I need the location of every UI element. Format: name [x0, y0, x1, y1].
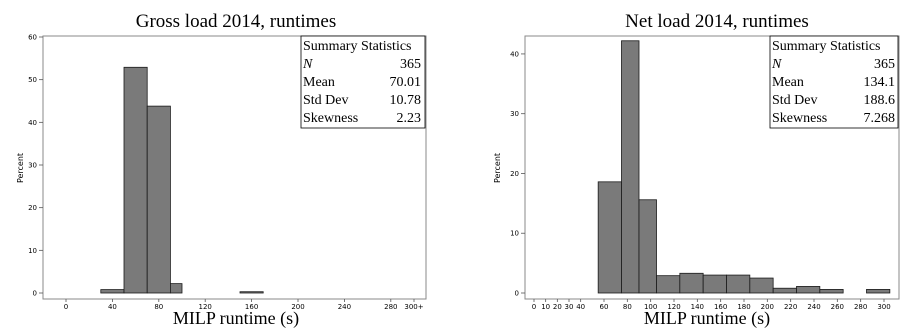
x-tick-label: 40 — [576, 303, 585, 311]
summary-statistics-table: Summary Statistics N 365 Mean 70.01 Std … — [300, 35, 426, 129]
chart-net-load: Net load 2014, runtimes Percent MILP run… — [493, 11, 900, 329]
x-tick-label: 220 — [784, 303, 797, 311]
stats-label-mean: Mean — [772, 75, 804, 90]
plot-frame — [42, 35, 427, 300]
y-tick-label: 30 — [28, 162, 37, 170]
y-tick-label: 0 — [515, 290, 519, 298]
x-tick-label: 160 — [245, 303, 258, 311]
chart-gross-load: Gross load 2014, runtimes Percent MILP r… — [16, 11, 427, 329]
y-tick-label: 40 — [510, 50, 519, 58]
x-tick-label: 20 — [553, 303, 562, 311]
stats-label-mean: Mean — [303, 75, 335, 90]
stats-label-stddev: Std Dev — [772, 93, 818, 108]
x-tick-label: 0 — [64, 303, 68, 311]
stats-label-skewness: Skewness — [303, 111, 358, 126]
y-tick-label: 30 — [510, 110, 519, 118]
x-tick-label: 160 — [714, 303, 727, 311]
x-tick-label: 240 — [338, 303, 351, 311]
y-tick-label: 40 — [28, 119, 37, 127]
stats-value-n: 365 — [400, 57, 421, 72]
bars — [597, 40, 891, 294]
bars — [100, 66, 264, 294]
y-tick-label: 20 — [28, 204, 37, 212]
histogram-bar — [146, 105, 171, 294]
stats-box — [300, 35, 426, 129]
x-tick-label: 120 — [667, 303, 680, 311]
histogram-bar — [796, 286, 821, 294]
stats-box — [769, 35, 899, 129]
summary-statistics-table: Summary Statistics N 365 Mean 134.1 Std … — [769, 35, 899, 129]
x-tick-label: 140 — [691, 303, 704, 311]
histogram-bar — [679, 272, 704, 294]
chart-title: Net load 2014, runtimes — [625, 11, 809, 32]
histogram-bar — [702, 274, 727, 294]
histogram-bar — [656, 275, 681, 294]
stats-label-skewness: Skewness — [772, 111, 827, 126]
x-tick-label: 280 — [384, 303, 397, 311]
stats-heading: Summary Statistics — [772, 39, 881, 54]
x-tick-label: 40 — [108, 303, 117, 311]
y-tick-label: 10 — [510, 230, 519, 238]
x-tick-label: 180 — [737, 303, 750, 311]
y-axis-label: Percent — [493, 153, 502, 183]
x-tick-label: 260 — [831, 303, 844, 311]
x-tick-label: 120 — [199, 303, 212, 311]
stats-value-mean: 134.1 — [864, 75, 896, 90]
histogram-bar — [749, 277, 774, 294]
x-tick-label: 10 — [541, 303, 550, 311]
x-tick-label: 240 — [807, 303, 820, 311]
x-tick-label: 80 — [154, 303, 163, 311]
stats-value-stddev: 188.6 — [864, 93, 896, 108]
stats-value-skewness: 7.268 — [864, 111, 896, 126]
stats-value-n: 365 — [874, 57, 895, 72]
y-tick-label: 60 — [28, 34, 37, 42]
histogram-bar — [638, 199, 657, 294]
stats-heading: Summary Statistics — [303, 39, 412, 54]
histogram-bar — [819, 289, 844, 294]
histogram-bar — [123, 66, 148, 294]
stats-value-stddev: 10.78 — [390, 93, 422, 108]
stats-value-skewness: 2.23 — [397, 111, 422, 126]
y-tick-label: 50 — [28, 76, 37, 84]
x-tick-label: 30 — [565, 303, 574, 311]
x-tick-label: 60 — [600, 303, 609, 311]
histogram-bar — [621, 40, 640, 294]
histogram-bar — [100, 289, 125, 294]
stats-label-n: N — [771, 57, 782, 72]
x-tick-label: 300 — [877, 303, 890, 311]
x-tick-label: 0 — [532, 303, 536, 311]
y-tick-label: 0 — [33, 290, 37, 298]
x-axis-label: MILP runtime (s) — [173, 308, 299, 329]
x-tick-label: 80 — [623, 303, 632, 311]
x-tick-label: 300+ — [404, 303, 423, 311]
histogram-bar — [866, 289, 891, 294]
histogram-bar — [726, 274, 751, 294]
stats-label-n: N — [302, 57, 313, 72]
histogram-bar — [169, 283, 183, 294]
y-tick-label: 20 — [510, 170, 519, 178]
chart-title: Gross load 2014, runtimes — [136, 11, 337, 32]
axes: 0 10 20 30 40 50 60 0 40 80 120 160 200 240 280 300+ — [28, 34, 424, 312]
x-tick-label: 280 — [854, 303, 867, 311]
histogram-bar — [597, 181, 622, 294]
stats-value-mean: 70.01 — [390, 75, 422, 90]
histogram-bar — [772, 287, 797, 294]
x-tick-label: 200 — [291, 303, 304, 311]
x-axis-label: MILP runtime (s) — [644, 308, 770, 329]
y-tick-label: 10 — [28, 247, 37, 255]
histogram-bar — [239, 291, 264, 294]
x-tick-label: 100 — [644, 303, 657, 311]
x-tick-label: 200 — [761, 303, 774, 311]
plot-frame — [524, 35, 900, 300]
y-axis-label: Percent — [16, 153, 25, 183]
stats-label-stddev: Std Dev — [303, 93, 349, 108]
